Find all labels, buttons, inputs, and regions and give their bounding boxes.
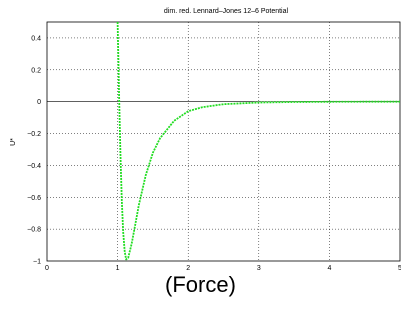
x-tick-label: 1 — [116, 265, 120, 270]
x-tick-labels: 0 1 2 3 4 5 — [45, 265, 401, 270]
y-tick-label: −0.4 — [27, 163, 41, 170]
y-tick-labels: 0.4 0.2 0 −0.2 −0.4 −0.6 −0.8 −1 — [27, 35, 41, 265]
figure-caption: (Force) — [165, 272, 236, 297]
x-tick-label: 4 — [327, 265, 331, 270]
y-tick-label: −0.2 — [27, 131, 41, 138]
series-layer — [116, 21, 400, 261]
plot-frame — [46, 21, 401, 262]
y-axis-label: U* — [10, 138, 17, 146]
y-tick-label: 0 — [37, 99, 41, 106]
y-tick-label: 0.2 — [31, 67, 41, 74]
y-tick-label: −1 — [33, 259, 41, 266]
grid-lines — [47, 22, 400, 261]
series-line — [116, 21, 400, 261]
y-tick-label: 0.4 — [31, 35, 41, 42]
x-tick-label: 2 — [186, 265, 190, 270]
lennard-jones-chart: dim. red. Lennard–Jones 12–6 Potential 0… — [10, 8, 401, 270]
x-tick-label: 0 — [45, 265, 49, 270]
y-tick-label: −0.6 — [27, 195, 41, 202]
x-tick-label: 3 — [257, 265, 261, 270]
y-tick-label: −0.8 — [27, 227, 41, 234]
x-tick-label: 5 — [398, 265, 401, 270]
chart-title: dim. red. Lennard–Jones 12–6 Potential — [164, 8, 289, 15]
